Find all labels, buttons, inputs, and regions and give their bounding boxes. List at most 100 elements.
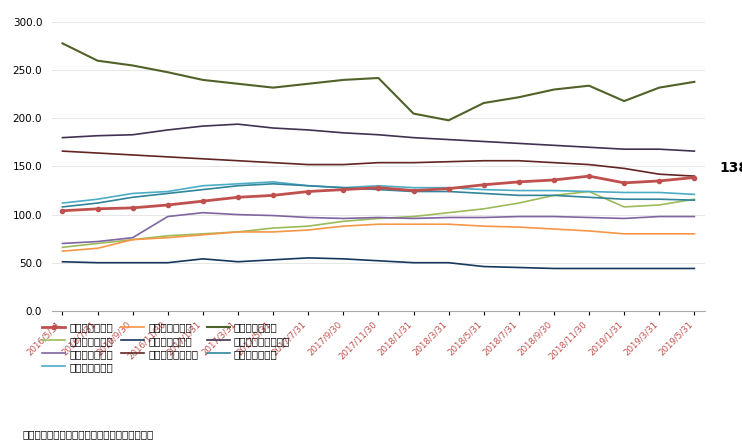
矿产类定基指数 — [339, 185, 348, 190]
食糖类定基指数 — [128, 194, 137, 200]
有色类定基指数 — [234, 229, 243, 234]
食糖类定基指数 — [654, 197, 663, 202]
食糖类定基指数 — [550, 193, 559, 198]
有色类定基指数 — [620, 231, 628, 237]
油料油脂类定基指数 — [93, 133, 102, 139]
农产品类定基指数 — [163, 154, 172, 159]
牲畜类定基指数 — [444, 118, 453, 123]
钢铁类定基指数 — [303, 215, 312, 220]
矿产类定基指数 — [620, 190, 628, 195]
Line: 食糖类定基指数: 食糖类定基指数 — [62, 184, 695, 207]
油料油脂类定基指数 — [409, 135, 418, 140]
食糖类定基指数 — [198, 187, 207, 192]
食糖类定基指数 — [690, 198, 699, 203]
钢铁类定基指数 — [550, 214, 559, 219]
农产品类定基指数 — [128, 152, 137, 158]
农产品类定基指数 — [514, 158, 523, 163]
农产品类定基指数 — [198, 156, 207, 162]
有色类定基指数 — [339, 223, 348, 229]
油料油脂类定基指数 — [303, 127, 312, 133]
牲畜类定基指数 — [234, 81, 243, 87]
钢铁类定基指数 — [93, 239, 102, 244]
橡胶类定基指数 — [585, 266, 594, 271]
食糖类定基指数 — [339, 185, 348, 190]
Line: 牲畜类定基指数: 牲畜类定基指数 — [62, 44, 695, 120]
总指数定基指数 — [58, 208, 67, 214]
橡胶类定基指数 — [339, 256, 348, 262]
总指数定基指数 — [514, 179, 523, 185]
能源类定基指数 — [93, 241, 102, 246]
Text: 138.56: 138.56 — [719, 162, 742, 175]
Text: 数据来源：中国国际电子商务中心内贸信息中心: 数据来源：中国国际电子商务中心内贸信息中心 — [22, 429, 154, 440]
矿产类定基指数 — [374, 183, 383, 188]
Line: 矿产类定基指数: 矿产类定基指数 — [62, 182, 695, 203]
橡胶类定基指数 — [128, 260, 137, 266]
钢铁类定基指数 — [339, 216, 348, 221]
钢铁类定基指数 — [374, 215, 383, 220]
有色类定基指数 — [58, 249, 67, 254]
橡胶类定基指数 — [58, 259, 67, 265]
食糖类定基指数 — [58, 204, 67, 210]
油料油脂类定基指数 — [128, 132, 137, 138]
农产品类定基指数 — [409, 160, 418, 165]
牲畜类定基指数 — [585, 83, 594, 88]
能源类定基指数 — [269, 226, 278, 231]
能源类定基指数 — [514, 200, 523, 206]
油料油脂类定基指数 — [198, 123, 207, 129]
橡胶类定基指数 — [234, 259, 243, 265]
总指数定基指数 — [374, 185, 383, 190]
食糖类定基指数 — [409, 189, 418, 194]
油料油脂类定基指数 — [620, 147, 628, 152]
总指数定基指数 — [303, 189, 312, 194]
橡胶类定基指数 — [163, 260, 172, 266]
能源类定基指数 — [585, 189, 594, 194]
农产品类定基指数 — [339, 162, 348, 167]
能源类定基指数 — [409, 214, 418, 219]
橡胶类定基指数 — [93, 260, 102, 266]
农产品类定基指数 — [620, 166, 628, 171]
钢铁类定基指数 — [654, 214, 663, 219]
农产品类定基指数 — [234, 158, 243, 163]
橡胶类定基指数 — [550, 266, 559, 271]
总指数定基指数 — [550, 177, 559, 182]
橡胶类定基指数 — [409, 260, 418, 266]
食糖类定基指数 — [585, 194, 594, 200]
钢铁类定基指数 — [269, 213, 278, 218]
总指数定基指数 — [409, 188, 418, 193]
有色类定基指数 — [198, 232, 207, 238]
总指数定基指数 — [128, 205, 137, 210]
食糖类定基指数 — [303, 183, 312, 188]
食糖类定基指数 — [93, 200, 102, 206]
有色类定基指数 — [654, 231, 663, 237]
牲畜类定基指数 — [654, 85, 663, 90]
油料油脂类定基指数 — [479, 139, 488, 144]
牲畜类定基指数 — [514, 95, 523, 100]
农产品类定基指数 — [303, 162, 312, 167]
油料油脂类定基指数 — [444, 137, 453, 142]
能源类定基指数 — [690, 197, 699, 202]
牲畜类定基指数 — [128, 63, 137, 68]
油料油脂类定基指数 — [58, 135, 67, 140]
总指数定基指数 — [585, 174, 594, 179]
牲畜类定基指数 — [690, 79, 699, 84]
总指数定基指数 — [690, 175, 699, 180]
矿产类定基指数 — [198, 183, 207, 188]
油料油脂类定基指数 — [654, 147, 663, 152]
农产品类定基指数 — [690, 174, 699, 179]
矿产类定基指数 — [654, 190, 663, 195]
矿产类定基指数 — [585, 189, 594, 194]
总指数定基指数 — [93, 206, 102, 211]
油料油脂类定基指数 — [339, 130, 348, 135]
钢铁类定基指数 — [444, 215, 453, 220]
有色类定基指数 — [93, 246, 102, 251]
矿产类定基指数 — [690, 192, 699, 197]
钢铁类定基指数 — [198, 210, 207, 215]
牲畜类定基指数 — [374, 75, 383, 81]
总指数定基指数 — [479, 182, 488, 187]
钢铁类定基指数 — [690, 214, 699, 219]
矿产类定基指数 — [269, 179, 278, 185]
矿产类定基指数 — [479, 187, 488, 192]
牲畜类定基指数 — [479, 100, 488, 106]
油料油脂类定基指数 — [269, 125, 278, 131]
能源类定基指数 — [234, 229, 243, 234]
